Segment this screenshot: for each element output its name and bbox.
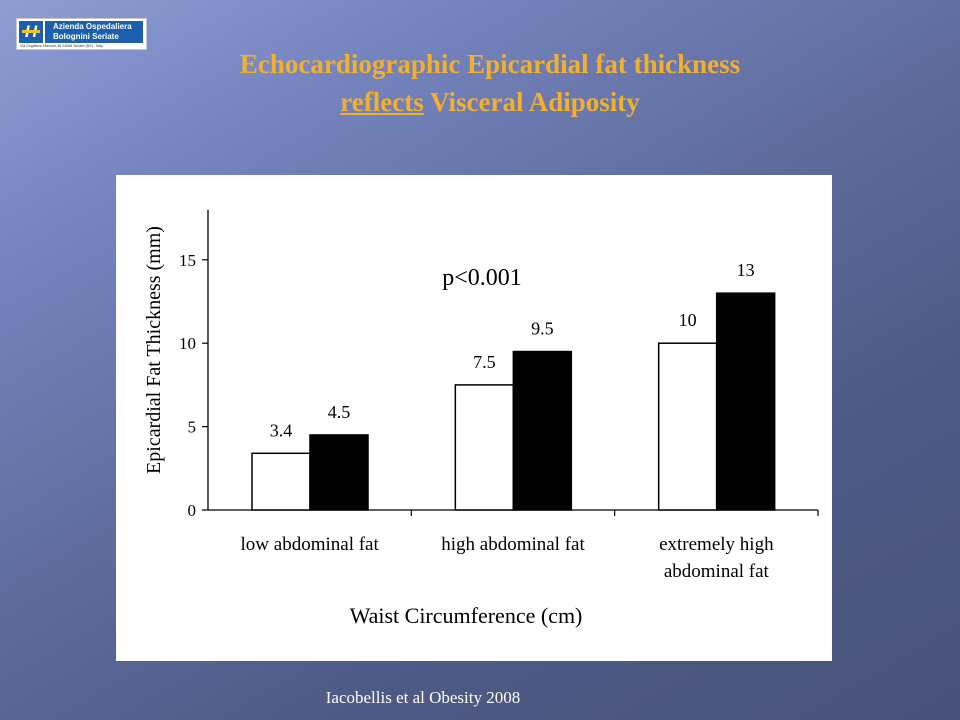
data-label: 7.5 bbox=[473, 352, 496, 372]
data-label: 13 bbox=[737, 260, 755, 280]
y-tick-label: 0 bbox=[188, 501, 197, 520]
bar-series-1 bbox=[251, 452, 311, 511]
logo-band bbox=[45, 21, 143, 43]
title-underlined-word: reflects bbox=[340, 87, 424, 117]
x-category-label: abdominal fat bbox=[664, 561, 770, 582]
x-category-label: extremely high bbox=[659, 534, 774, 555]
citation: Iacobellis et al Obesity 2008 bbox=[325, 688, 521, 707]
data-label: 10 bbox=[679, 310, 697, 330]
hospital-logo: H Azienda Ospedaliera Bolognini Seriate … bbox=[16, 18, 147, 50]
bar-series-2 bbox=[715, 292, 776, 511]
x-category-label: high abdominal fat bbox=[441, 534, 585, 555]
data-label: 9.5 bbox=[531, 319, 554, 339]
chart-panel: 0 5 10 15 3.4 4.5 low abdominal fat 7.5 9.5 high … bbox=[116, 175, 832, 661]
y-tick-label: 10 bbox=[179, 334, 196, 353]
y-axis-title: Epicardial Fat Thickness (mm) bbox=[143, 226, 165, 474]
bar-series-2 bbox=[309, 434, 369, 511]
x-category-label: low abdominal fat bbox=[241, 534, 380, 555]
bar-series-1 bbox=[657, 342, 718, 511]
data-label: 3.4 bbox=[270, 420, 293, 440]
title-line-1: Echocardiographic Epicardial fat thickne… bbox=[239, 49, 741, 79]
logo-address: Via Guglielmo Marconi,38 24068 Seriate (… bbox=[20, 44, 103, 48]
data-label: 4.5 bbox=[328, 402, 351, 422]
title-line-2: reflects Visceral Adiposity bbox=[140, 83, 840, 121]
p-value-annotation: p<0.001 bbox=[442, 265, 522, 291]
logo-line-2: Bolognini Seriate bbox=[53, 32, 119, 41]
logo-line-1: Azienda Ospedaliera bbox=[53, 22, 132, 31]
bar-series-2 bbox=[512, 350, 573, 511]
y-tick-label: 5 bbox=[188, 418, 197, 437]
bar-series-1 bbox=[454, 384, 515, 511]
logo-h-mark: H bbox=[19, 21, 43, 43]
x-axis-title: Waist Circumference (cm) bbox=[350, 603, 583, 628]
bar-chart: 0 5 10 15 3.4 4.5 low abdominal fat 7.5 9.5 high … bbox=[143, 209, 819, 628]
slide-title: Echocardiographic Epicardial fat thickne… bbox=[140, 45, 840, 121]
y-tick-label: 15 bbox=[179, 251, 196, 270]
title-line-2-rest: Visceral Adiposity bbox=[423, 87, 640, 117]
